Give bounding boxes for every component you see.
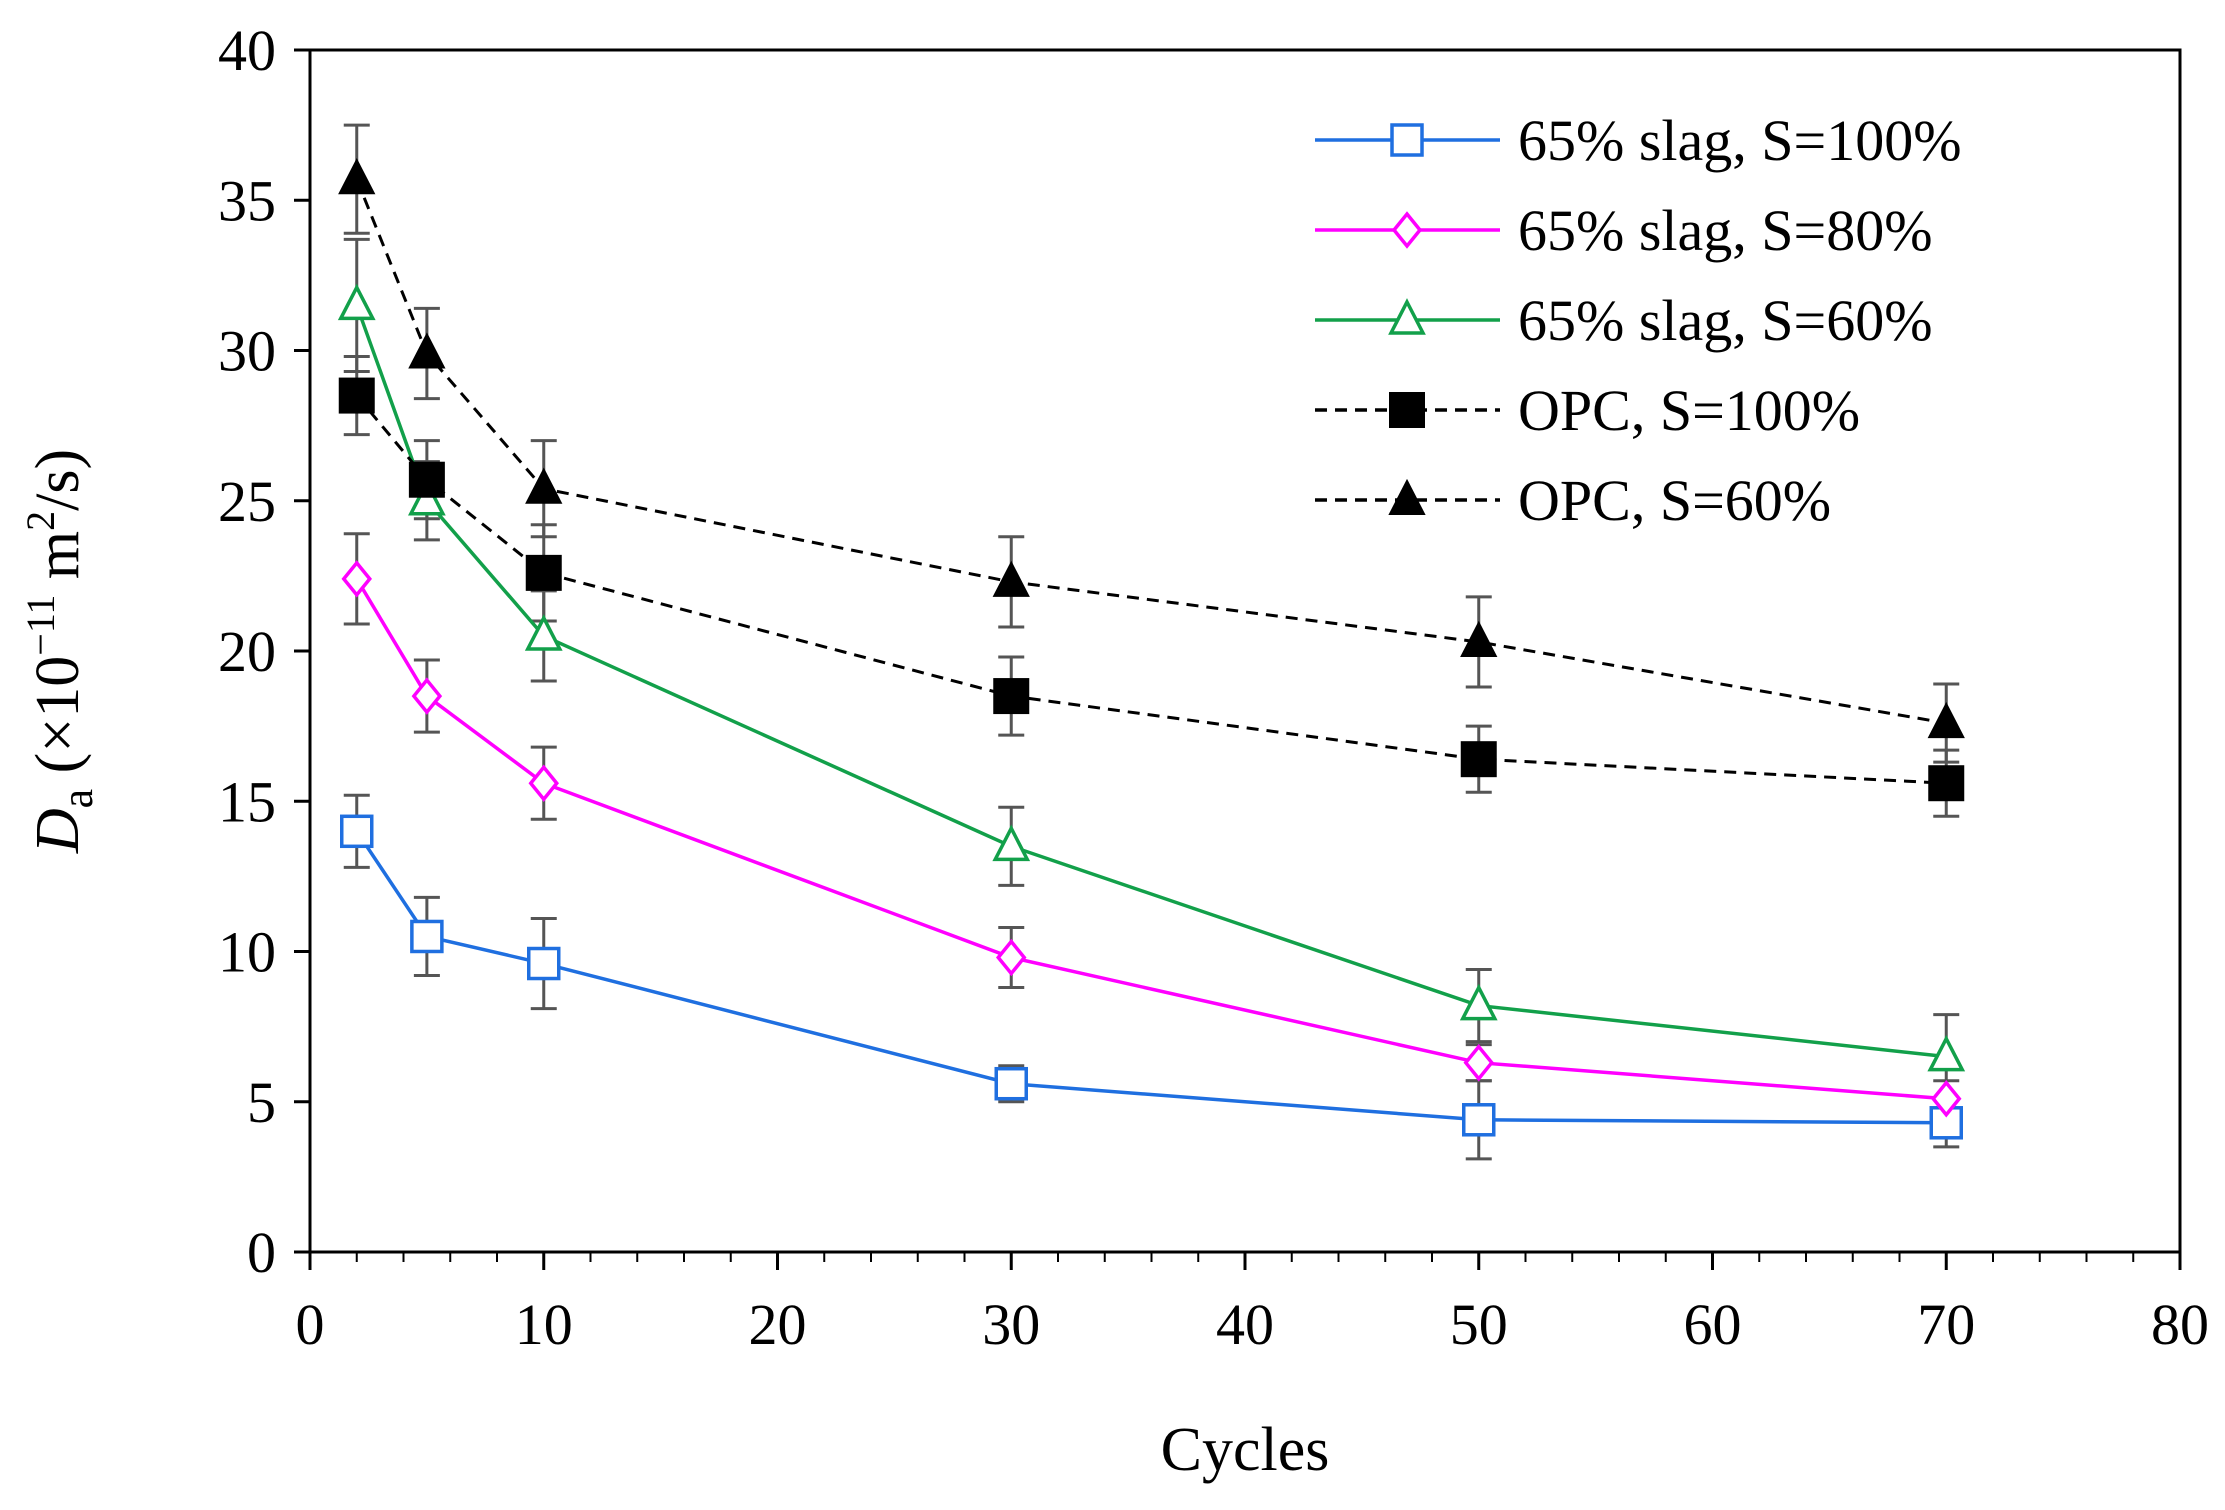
- legend-item-opc-s-60: OPC, S=60%: [1315, 468, 1831, 533]
- y-tick-label: 35: [218, 168, 276, 233]
- x-tick-label: 0: [296, 1292, 325, 1357]
- legend-item-65-slag-s-80: 65% slag, S=80%: [1315, 198, 1933, 263]
- marker-opc-s-60: [408, 332, 446, 369]
- legend-item-65-slag-s-60: 65% slag, S=60%: [1315, 288, 1933, 353]
- marker-opc-s-100: [993, 678, 1030, 715]
- marker-65-slag-s-100: [527, 946, 561, 981]
- y-axis-title: Da (×10−11 m2/s): [18, 449, 102, 854]
- marker-opc-s-60: [992, 560, 1030, 597]
- marker-opc-s-100: [1928, 765, 1965, 802]
- axis-ticks: [294, 48, 2182, 1270]
- marker-65-slag-s-80: [1463, 1043, 1495, 1082]
- y-tick-label: 5: [247, 1070, 276, 1135]
- legend-label: OPC, S=60%: [1518, 468, 1831, 533]
- marker-opc-s-60: [525, 467, 563, 504]
- marker-65-slag-s-60: [992, 824, 1031, 862]
- marker-65-slag-s-80: [528, 764, 560, 802]
- marker-65-slag-s-80: [1930, 1079, 1962, 1118]
- x-tick-label: 40: [1216, 1292, 1274, 1357]
- x-tick-label: 80: [2151, 1292, 2209, 1357]
- legend-label: 65% slag, S=60%: [1518, 288, 1933, 353]
- y-tick-label: 20: [218, 619, 276, 684]
- y-tick-label: 30: [218, 319, 276, 384]
- y-tick-label: 25: [218, 469, 276, 534]
- legend-label: 65% slag, S=80%: [1518, 198, 1933, 263]
- legend-marker: [1390, 123, 1424, 157]
- marker-65-slag-s-80: [341, 560, 373, 598]
- data-markers: [337, 158, 1966, 1140]
- marker-65-slag-s-60: [408, 478, 446, 516]
- y-tick-label: 0: [247, 1220, 276, 1285]
- legend-item-opc-s-100: OPC, S=100%: [1315, 378, 1860, 443]
- marker-65-slag-s-100: [994, 1066, 1028, 1101]
- tick-labels: 0 5 10 15 20 25 30 35 40 0 10 20 30 40 50 60 70 80: [218, 18, 2209, 1357]
- legend-label: 65% slag, S=100%: [1518, 108, 1962, 173]
- marker-opc-s-100: [338, 377, 375, 414]
- legend-item-65-slag-s-100: 65% slag, S=100%: [1315, 108, 1962, 173]
- marker-opc-s-100: [1460, 741, 1497, 778]
- legend: 65% slag, S=100% 65% slag, S=80% 65% slag,…: [1315, 108, 1962, 533]
- x-axis-title: Cycles: [1161, 1416, 1330, 1484]
- marker-65-slag-s-60: [1927, 1034, 1966, 1072]
- marker-opc-s-100: [525, 554, 562, 591]
- series-line-opc-s-100: [355, 394, 1947, 785]
- marker-opc-s-60: [338, 158, 376, 195]
- marker-65-slag-s-60: [1459, 983, 1498, 1021]
- marker-65-slag-s-60: [337, 283, 376, 321]
- x-tick-label: 70: [1917, 1292, 1975, 1357]
- x-tick-label: 60: [1684, 1292, 1742, 1357]
- marker-65-slag-s-100: [410, 919, 444, 954]
- marker-65-slag-s-60: [524, 614, 563, 651]
- marker-65-slag-s-80: [995, 938, 1027, 977]
- x-tick-label: 30: [982, 1292, 1040, 1357]
- marker-65-slag-s-80: [411, 677, 443, 715]
- y-tick-label: 15: [218, 769, 276, 834]
- marker-opc-s-100: [408, 461, 445, 498]
- y-tick-label: 40: [218, 18, 276, 83]
- series-line-65-slag-s-80: [355, 577, 1947, 1101]
- x-tick-label: 10: [515, 1292, 573, 1357]
- legend-marker: [1388, 298, 1426, 335]
- series-line-opc-s-60: [355, 178, 1947, 725]
- series-line-65-slag-s-100: [355, 830, 1947, 1125]
- legend-marker: [1391, 211, 1423, 249]
- marker-65-slag-s-100: [340, 814, 374, 849]
- legend-label: OPC, S=100%: [1518, 378, 1860, 443]
- x-tick-label: 50: [1450, 1292, 1508, 1357]
- marker-65-slag-s-100: [1462, 1103, 1496, 1137]
- marker-opc-s-60: [1927, 701, 1965, 739]
- legend-marker: [1388, 478, 1426, 515]
- marker-opc-s-60: [1460, 620, 1498, 657]
- x-tick-label: 20: [749, 1292, 807, 1357]
- error-bars: [343, 123, 1960, 1161]
- y-tick-label: 10: [218, 920, 276, 985]
- legend-marker: [1389, 392, 1425, 428]
